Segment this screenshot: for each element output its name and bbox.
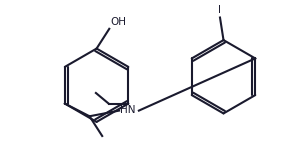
Text: OH: OH [111,17,127,27]
Text: HN: HN [120,105,135,115]
Text: I: I [218,5,222,15]
